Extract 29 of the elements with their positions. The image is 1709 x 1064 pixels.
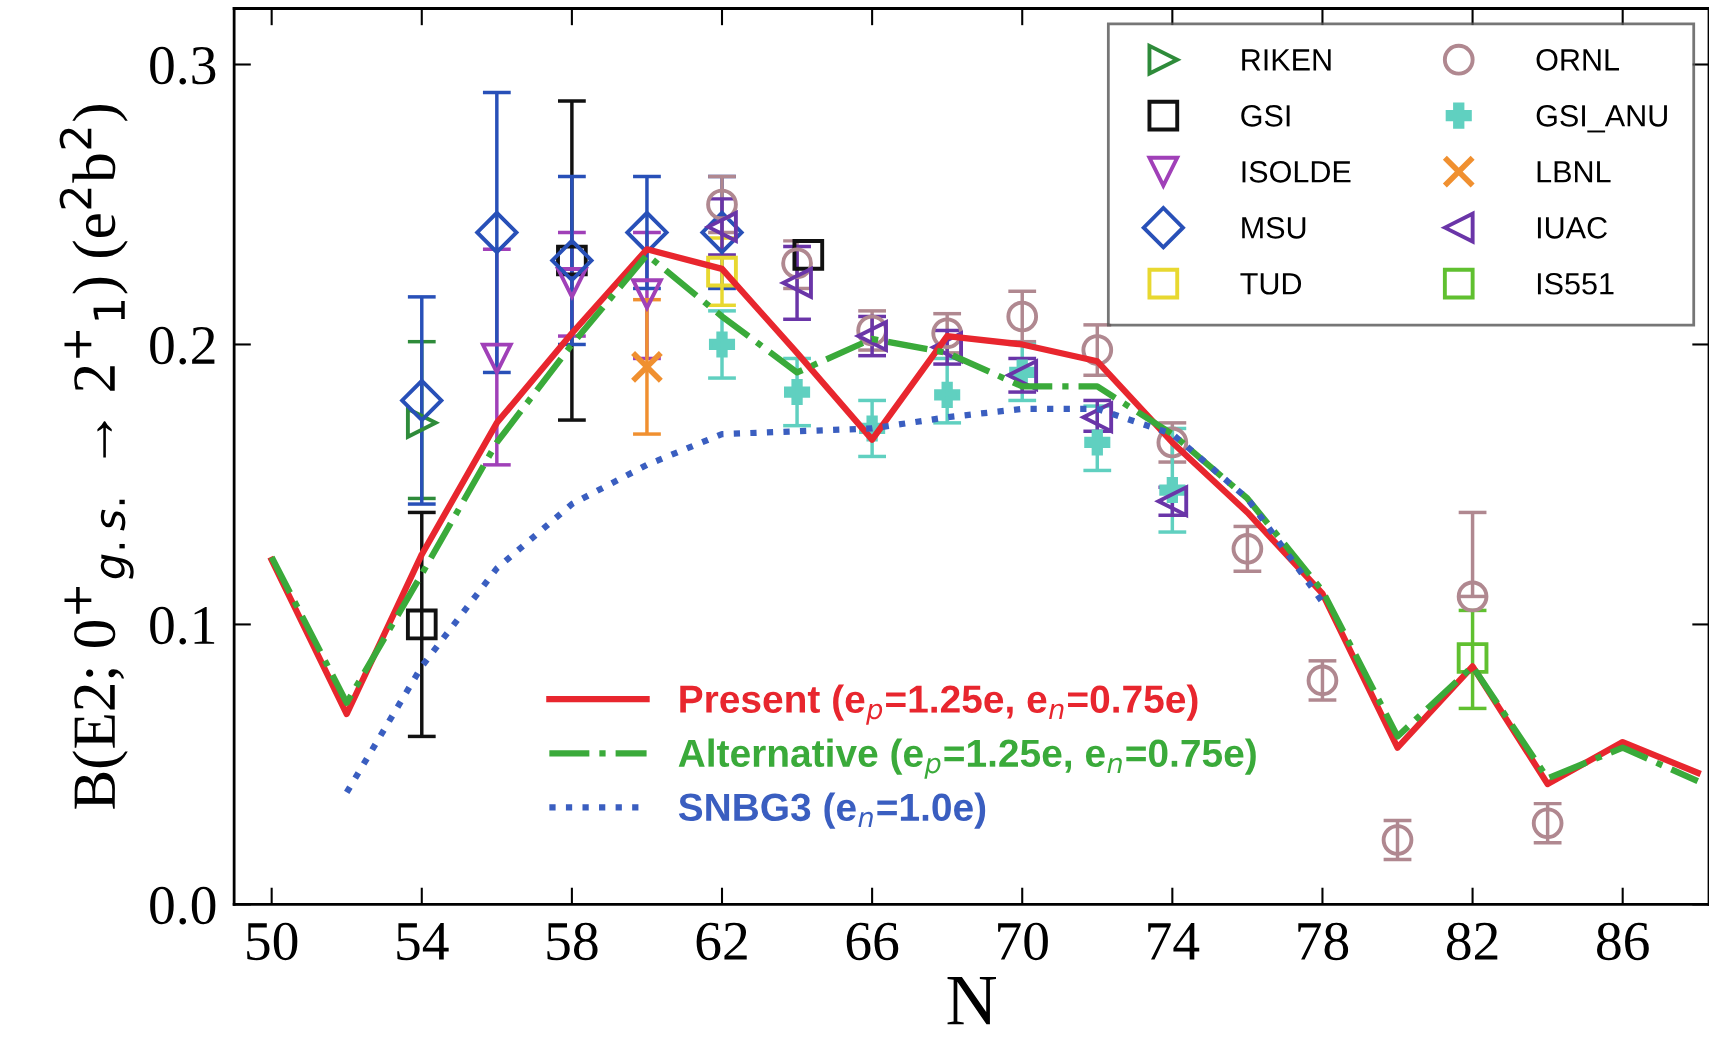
- legend-label: IS551: [1537, 272, 1614, 295]
- x-tick-label: 54: [397, 923, 449, 961]
- legend-label: IUAC: [1537, 216, 1607, 239]
- x-tick-label: 62: [696, 922, 747, 961]
- legend-label: RIKEN: [1242, 49, 1331, 71]
- legend-label: LBNL: [1537, 161, 1611, 183]
- legend-label: Alternative (e$_{p}$=1.25e, e$_{n}$=0.75e): [678, 738, 1256, 779]
- text: B(E2; 0$^{+}$$_{g.s.}$ → 2$^{+}$$_{1}$) (e$^{2}$b$^{2}$): [59, 105, 134, 809]
- y-tick-label: 0.3: [150, 46, 216, 85]
- y-tick-label: 0.2: [150, 326, 215, 365]
- x-tick-label: 82: [1446, 922, 1498, 961]
- x-tick-label: 58: [547, 922, 598, 961]
- legend-label: ISOLDE: [1242, 161, 1351, 183]
- x-tick-label: 70: [998, 922, 1048, 961]
- y-tick-label: 0.0: [150, 886, 216, 925]
- legend-label: ORNL: [1536, 49, 1620, 71]
- x-tick-label: 86: [1597, 922, 1649, 961]
- y-tick-label: 0.1: [150, 606, 215, 645]
- legend-label: TUD: [1240, 273, 1302, 295]
- x-tick-label: 66: [846, 922, 899, 961]
- legend-label: SNBG3 (e$_{n}$=1.0e): [678, 792, 986, 829]
- x-tick-label: 78: [1298, 922, 1349, 961]
- x-tick-label: 50: [247, 922, 298, 961]
- legend-label: GSI: [1241, 105, 1290, 127]
- legend-label: GSI_ANU: [1536, 105, 1667, 133]
- legend-label: MSU: [1242, 216, 1306, 239]
- x-tick-label: 74: [1148, 923, 1200, 960]
- x-axis-title: N: [947, 977, 996, 1025]
- legend-label: Present (e$_{p}$=1.25e, e$_{n}$=0.75e): [680, 684, 1198, 725]
